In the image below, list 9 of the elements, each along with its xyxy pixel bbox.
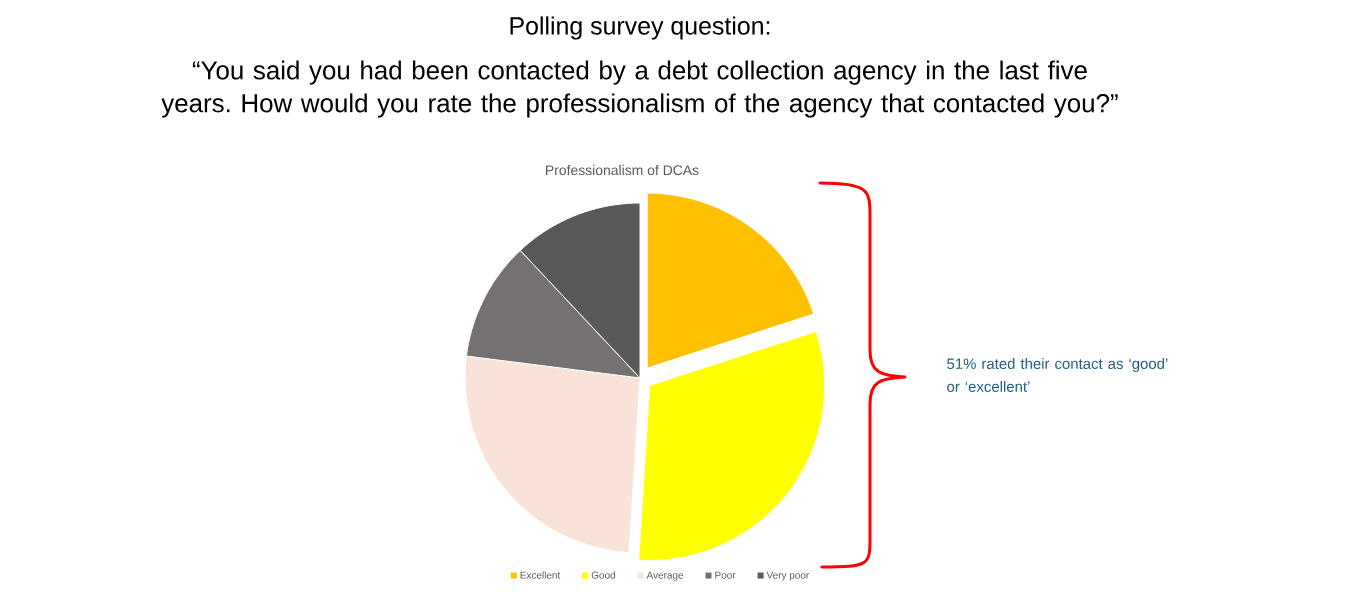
- text: 51% rated their contact as ‘good’ or ‘excellent’: [947, 358, 1168, 392]
- legend-label: Average: [646, 571, 684, 581]
- legend-label: Poor: [715, 571, 736, 579]
- text: Polling survey question:: [510, 16, 770, 40]
- chart-title: Professionalism of DCAs: [546, 164, 699, 176]
- legend-label: Good: [591, 571, 615, 579]
- text: “You said you had been contacted by a debt collection agency in the last five years. How would you rate the professionalism of the agency that contacted you?”: [161, 60, 1118, 118]
- legend-label: Excellent: [520, 571, 561, 579]
- legend-label: Very poor: [766, 571, 810, 581]
